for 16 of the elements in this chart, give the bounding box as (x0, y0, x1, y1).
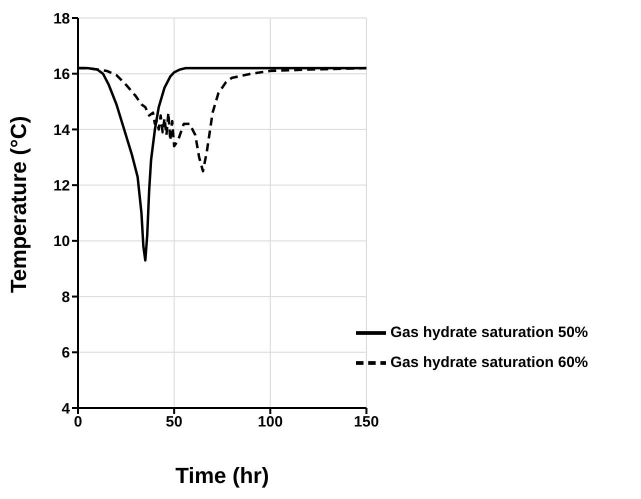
y-tick-label: 4 (62, 400, 71, 418)
y-tick-label: 8 (62, 288, 70, 306)
legend-label: Gas hydrate saturation 60% (390, 354, 588, 372)
y-tick-label: 12 (53, 177, 70, 194)
y-tick-label: 16 (53, 66, 70, 84)
legend-label: Gas hydrate saturation 50% (390, 324, 588, 342)
y-axis-title: Temperature (°C) (6, 116, 31, 293)
y-tick-label: 6 (62, 344, 70, 362)
x-axis-title: Time (hr) (175, 463, 270, 488)
x-tick-label: 0 (74, 414, 82, 431)
y-tick-label: 14 (53, 122, 71, 139)
x-tick-label: 100 (258, 414, 283, 431)
x-tick-label: 50 (166, 414, 182, 431)
y-tick-label: 10 (53, 233, 70, 250)
y-tick-label: 18 (53, 10, 70, 28)
x-tick-label: 150 (354, 414, 379, 431)
